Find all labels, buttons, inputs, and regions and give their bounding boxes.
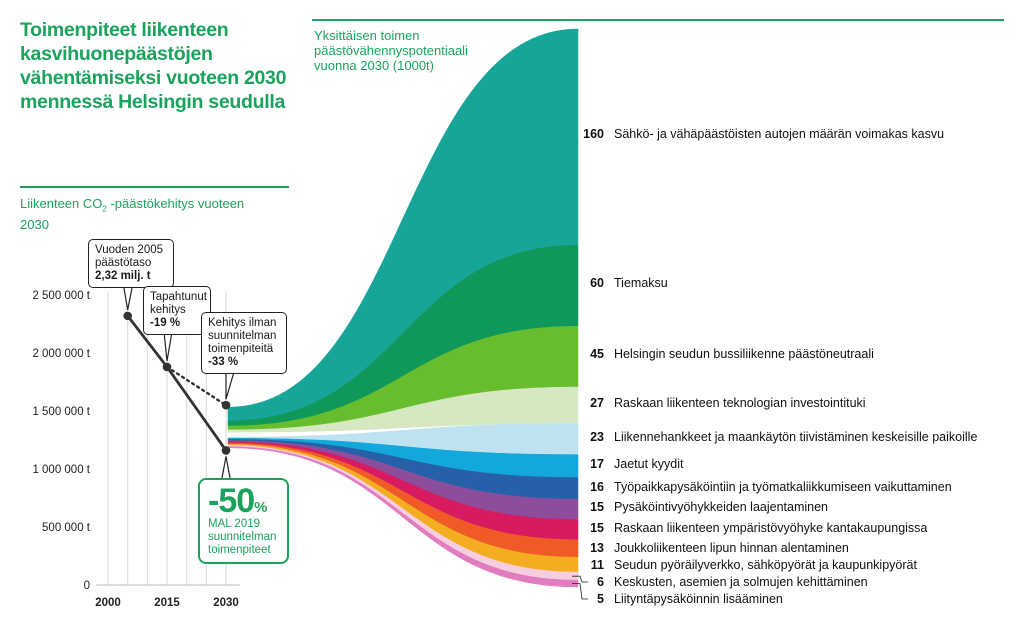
stream-value-label: 23 [590,430,604,444]
label-leader-line [572,575,588,583]
stream-category-label: Tiemaksu [614,276,668,290]
stream-labels: 160 Sähkö- ja vähäpäästöisten autojen mää… [572,127,977,606]
stream-band [227,446,579,588]
goal-minus-50-box: -50% MAL 2019 suunnitelman toimenpiteet [198,478,289,564]
stream-category-label: Joukkoliikenteen lipun hinnan alentamine… [614,541,849,555]
stream-value-label: 13 [590,541,604,555]
callout-leaders [123,287,235,479]
stream-value-label: 15 [590,500,604,514]
stream-category-label: Liityntäpysäköinnin lisääminen [614,592,783,606]
stream-value-label: 27 [590,396,604,410]
left-chart-x-axis: 2000 2015 2030 [95,597,239,609]
stream-category-label: Raskaan liikenteen teknologian investoin… [614,396,866,410]
left-chart-lines [123,311,231,455]
callout-without-measures: Kehitys ilman suunnitelman toimenpiteitä… [201,312,287,374]
right-title-rule [312,19,1004,21]
stream-value-label: 6 [597,575,604,589]
callout-pointer [163,331,173,362]
stream-value-label: 60 [590,276,604,290]
y-tick-label: 500 000 t [42,522,91,534]
stream-band [227,386,579,433]
data-point [162,362,172,372]
data-point [123,311,132,321]
y-tick-label: 2 500 000 t [32,290,90,302]
data-point [221,400,231,410]
x-tick-label: 2030 [213,597,239,609]
callout-actual-development: Tapahtunut kehitys -19 % [143,286,211,335]
stream-category-label: Työpaikkapysäköintiin ja työmatkaliikkum… [614,480,952,494]
stream-category-label: Jaetut kyydit [614,457,684,471]
x-tick-label: 2000 [95,597,121,609]
right-chart-subtitle: Yksittäisen toimen päästövähennyspotenti… [314,28,468,73]
stream-value-label: 11 [591,558,604,572]
label-leader-line [572,583,588,600]
stream-value-label: 16 [590,480,604,494]
stream-category-label: Pysäköintivyöhykkeiden laajentaminen [614,500,828,514]
y-tick-label: 2 000 000 t [32,348,90,360]
x-tick-label: 2015 [154,597,180,609]
callout-2005-level: Vuoden 2005 päästötaso 2,32 milj. t [88,239,174,288]
callout-pointer [123,287,133,310]
stream-value-label: 17 [590,457,604,471]
stream-value-label: 160 [583,127,604,141]
data-point [221,446,231,455]
left-chart-y-axis: 0 500 000 t 1 000 000 t 1 500 000 t 2 000 00… [32,290,90,592]
stream-value-label: 5 [597,592,604,606]
stream-category-label: Keskusten, asemien ja solmujen kehittämi… [614,575,868,589]
projection-line [165,365,228,407]
stream-category-label: Seudun pyöräilyverkko, sähköpyörät ja ka… [614,558,917,572]
callout-pointer [225,371,235,400]
stream-category-label: Raskaan liikenteen ympäristövyöhyke kant… [614,521,927,535]
stream-value-label: 45 [590,347,604,361]
stream-category-label: Liikennehankkeet ja maankäytön tiivistäm… [614,430,977,444]
stream-category-label: Helsingin seudun bussiliikenne päästöneu… [614,347,874,361]
y-tick-label: 1 000 000 t [32,464,90,476]
left-chart-subtitle: Liikenteen CO2 -päästökehitys vuoteen 20… [20,196,245,232]
callout-pointer [221,456,231,479]
y-tick-label: 1 500 000 t [32,406,90,418]
stream-category-label: Sähkö- ja vähäpäästöisten autojen määrän… [614,127,944,141]
page-title: Toimenpiteet liikenteen kasvihuonepäästö… [20,19,287,113]
left-title-rule [20,186,289,188]
stream-areas [227,28,579,588]
y-tick-label: 0 [84,580,90,592]
stream-value-label: 15 [590,521,604,535]
